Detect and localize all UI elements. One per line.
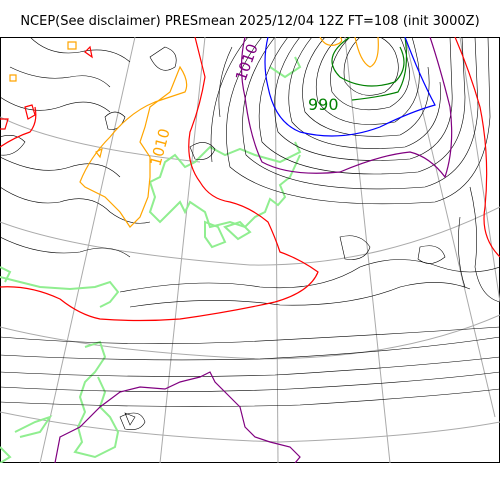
isobar-thin [288, 37, 441, 149]
isobar-1010 [9, 37, 379, 228]
latitude-circle [0, 206, 500, 266]
isobar-thin [218, 46, 233, 118]
isobar-thin [0, 356, 500, 377]
isobar-thin [189, 142, 216, 160]
isobar-thin [129, 282, 471, 308]
meridian-line [459, 37, 500, 303]
coastline [204, 220, 227, 249]
isobar-thin [0, 236, 131, 258]
coastline [73, 340, 120, 459]
isobar-thin [226, 37, 491, 205]
map-frame [0, 37, 500, 463]
isobar-1010-line [319, 37, 343, 46]
latitude-circle [0, 116, 201, 163]
isobar-1010-line [67, 41, 77, 50]
isobar-thin [149, 46, 177, 71]
coastline [148, 141, 302, 229]
isobar-thin [210, 37, 249, 163]
isobar-1020 [0, 37, 500, 322]
isobar-1020-line [0, 37, 319, 322]
isobar-thin [0, 135, 26, 156]
isobar-thin [417, 245, 446, 264]
isobar-purple-line [54, 371, 301, 463]
isobar-thin [339, 235, 371, 260]
contour-label-990: 990 [308, 95, 339, 114]
meridian-line [344, 37, 391, 463]
isobar-thin [258, 37, 466, 175]
isobar-1020-line [0, 106, 37, 148]
meridian-line [404, 37, 496, 418]
isobar-thin [469, 186, 500, 303]
isobar-1020-line [454, 37, 500, 258]
isobar-thin [104, 111, 126, 130]
isobar-purple-line [240, 37, 453, 179]
isobar-thin [29, 37, 131, 63]
isobar-thin [0, 96, 111, 113]
isobar-purple [54, 37, 453, 463]
isobar-thin [458, 216, 466, 288]
coastline [0, 266, 12, 283]
isobar-thin [0, 336, 500, 361]
map-title: NCEP(See disclaimer) PRESmean 2025/12/04… [20, 14, 480, 29]
isobar-990 [331, 37, 408, 101]
isobar-thin [343, 37, 399, 96]
isobar-thin [0, 371, 500, 392]
isobar-1000 [264, 37, 436, 137]
isobar-1010-line [79, 65, 188, 228]
meridian-line [159, 37, 206, 463]
graticule [0, 37, 500, 463]
isobar-thin [9, 66, 111, 88]
coastlines [0, 56, 302, 463]
isobar-1010-line [9, 74, 17, 82]
coastline [223, 220, 252, 241]
isobar-1010-line [354, 37, 379, 68]
isobar-thin [0, 388, 500, 407]
isobar-1010-line [95, 147, 103, 159]
isobar-thin [315, 37, 420, 125]
isobar-thin [0, 156, 121, 178]
isobar-1020-line [0, 118, 9, 130]
isobar-thin [274, 37, 453, 161]
pressure-map: 990 1010 1010 [0, 37, 500, 463]
isobar-thin [124, 412, 136, 426]
isobar-thin [0, 186, 151, 224]
coastline [0, 276, 120, 308]
isobar-990-line [331, 37, 405, 87]
isobar-1020-line [24, 104, 36, 120]
isobar-thin [302, 37, 430, 137]
isobar-990-line [351, 37, 408, 101]
latitude-circle [0, 411, 500, 443]
isobar-thin [119, 412, 146, 430]
coastline [0, 446, 12, 463]
isobar-thin [119, 259, 500, 293]
coastline [14, 415, 53, 438]
isobar-thin [0, 326, 500, 344]
isobar-1020-line [84, 45, 93, 59]
